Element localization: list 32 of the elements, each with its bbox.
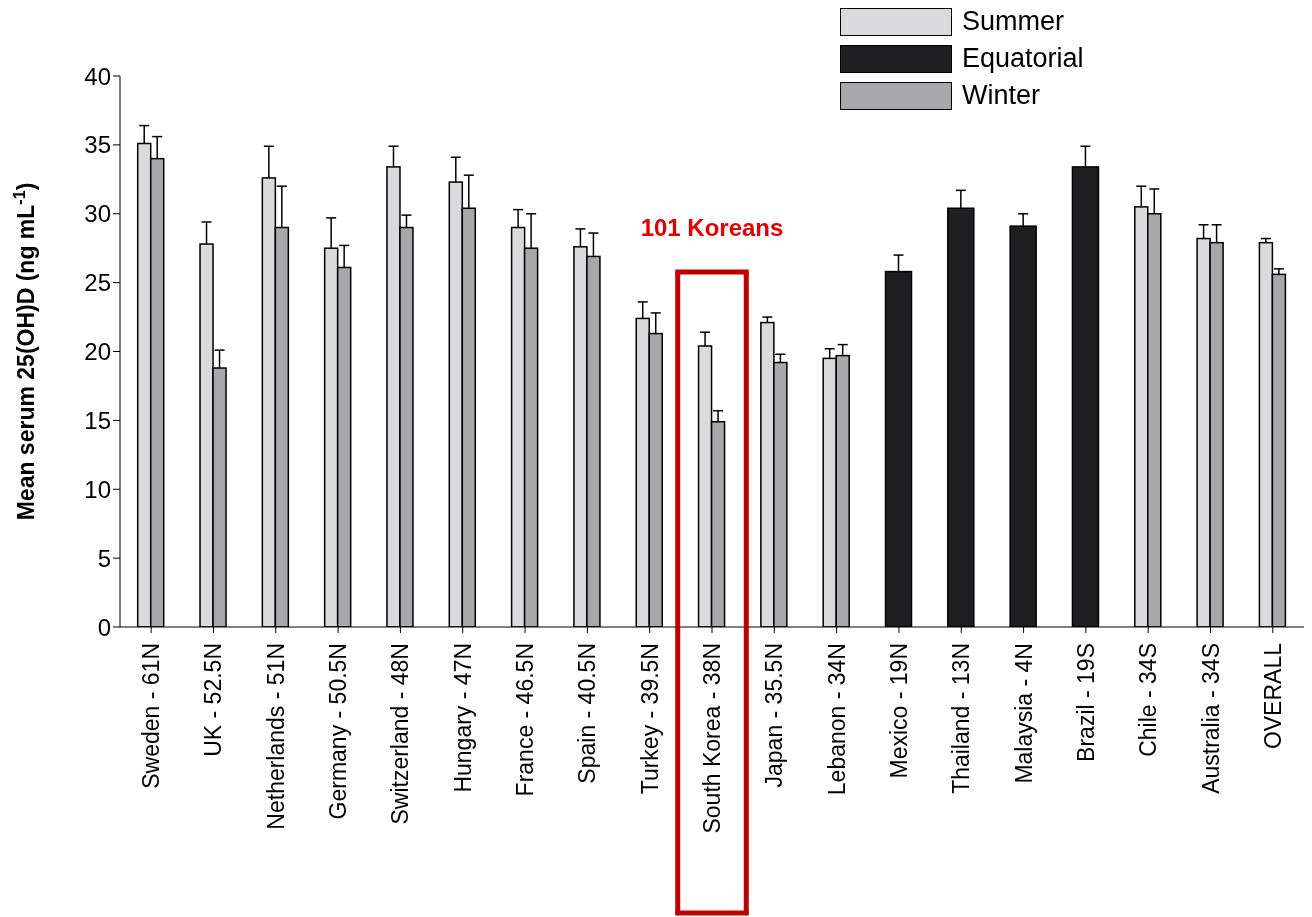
x-tick-label: France - 46.5N	[512, 643, 539, 797]
x-tick-label: Brazil - 19S	[1072, 643, 1099, 762]
x-tick-label: Malaysia - 4N	[1010, 643, 1037, 784]
legend-label: Equatorial	[962, 43, 1084, 74]
y-tick-label: 25	[84, 269, 111, 297]
y-tick-label: 40	[84, 62, 111, 90]
x-tick-label: Chile - 34S	[1135, 643, 1162, 757]
x-tick-label: UK - 52.5N	[200, 643, 227, 757]
y-tick-label: 35	[84, 131, 111, 159]
y-tick-label: 30	[84, 200, 111, 228]
x-tick-label: Turkey - 39.5N	[636, 643, 663, 795]
annotation: 101 Koreans	[640, 214, 784, 241]
y-tick-label: 0	[97, 613, 111, 641]
x-tick-label: Netherlands - 51N	[262, 643, 289, 830]
y-tick-label: 5	[97, 544, 111, 572]
x-tick-label: Mexico - 19N	[885, 643, 912, 779]
x-tick-label: Germany - 50.5N	[325, 643, 352, 820]
y-tick-label: 15	[84, 406, 111, 434]
x-tick-label: Switzerland - 48N	[387, 643, 414, 825]
x-tick-label: Lebanon - 34N	[823, 643, 850, 796]
x-tick-label: Japan - 35.5N	[761, 643, 788, 788]
legend-label: Summer	[962, 6, 1065, 37]
x-tick-label: Spain - 40.5N	[574, 643, 601, 784]
x-tick-label: Sweden - 61N	[138, 643, 165, 789]
x-tick-label: OVERALL	[1259, 642, 1286, 750]
x-tick-label: Hungary - 47N	[449, 643, 476, 793]
x-tick-label: Thailand - 13N	[948, 643, 975, 794]
y-tick-label: 20	[84, 338, 111, 366]
y-tick-label: 10	[84, 475, 111, 503]
legend-label: Winter	[962, 80, 1041, 111]
x-tick-label: Australia - 34S	[1197, 643, 1224, 794]
x-tick-label: South Korea - 38N	[699, 643, 725, 834]
